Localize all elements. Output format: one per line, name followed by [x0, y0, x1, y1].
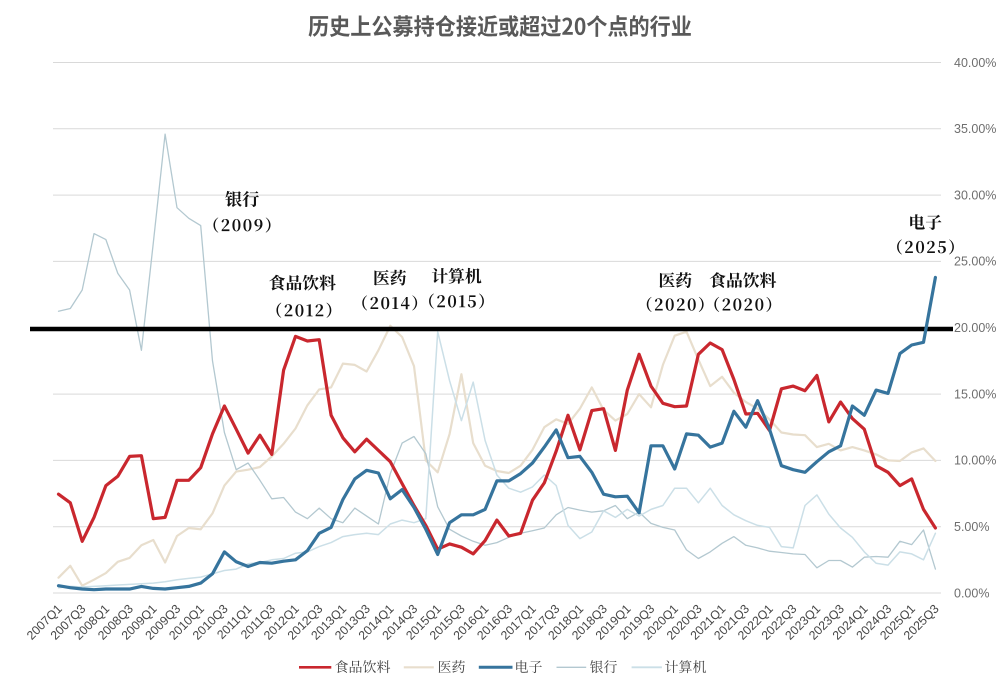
svg-text:35.00%: 35.00% [954, 122, 996, 136]
svg-text:25.00%: 25.00% [954, 255, 996, 269]
svg-text:15.00%: 15.00% [954, 387, 996, 401]
svg-text:0.00%: 0.00% [954, 586, 989, 600]
svg-text:40.00%: 40.00% [954, 56, 996, 70]
svg-text:5.00%: 5.00% [954, 520, 989, 534]
svg-text:20.00%: 20.00% [954, 321, 996, 335]
svg-text:30.00%: 30.00% [954, 188, 996, 202]
svg-text:10.00%: 10.00% [954, 454, 996, 468]
